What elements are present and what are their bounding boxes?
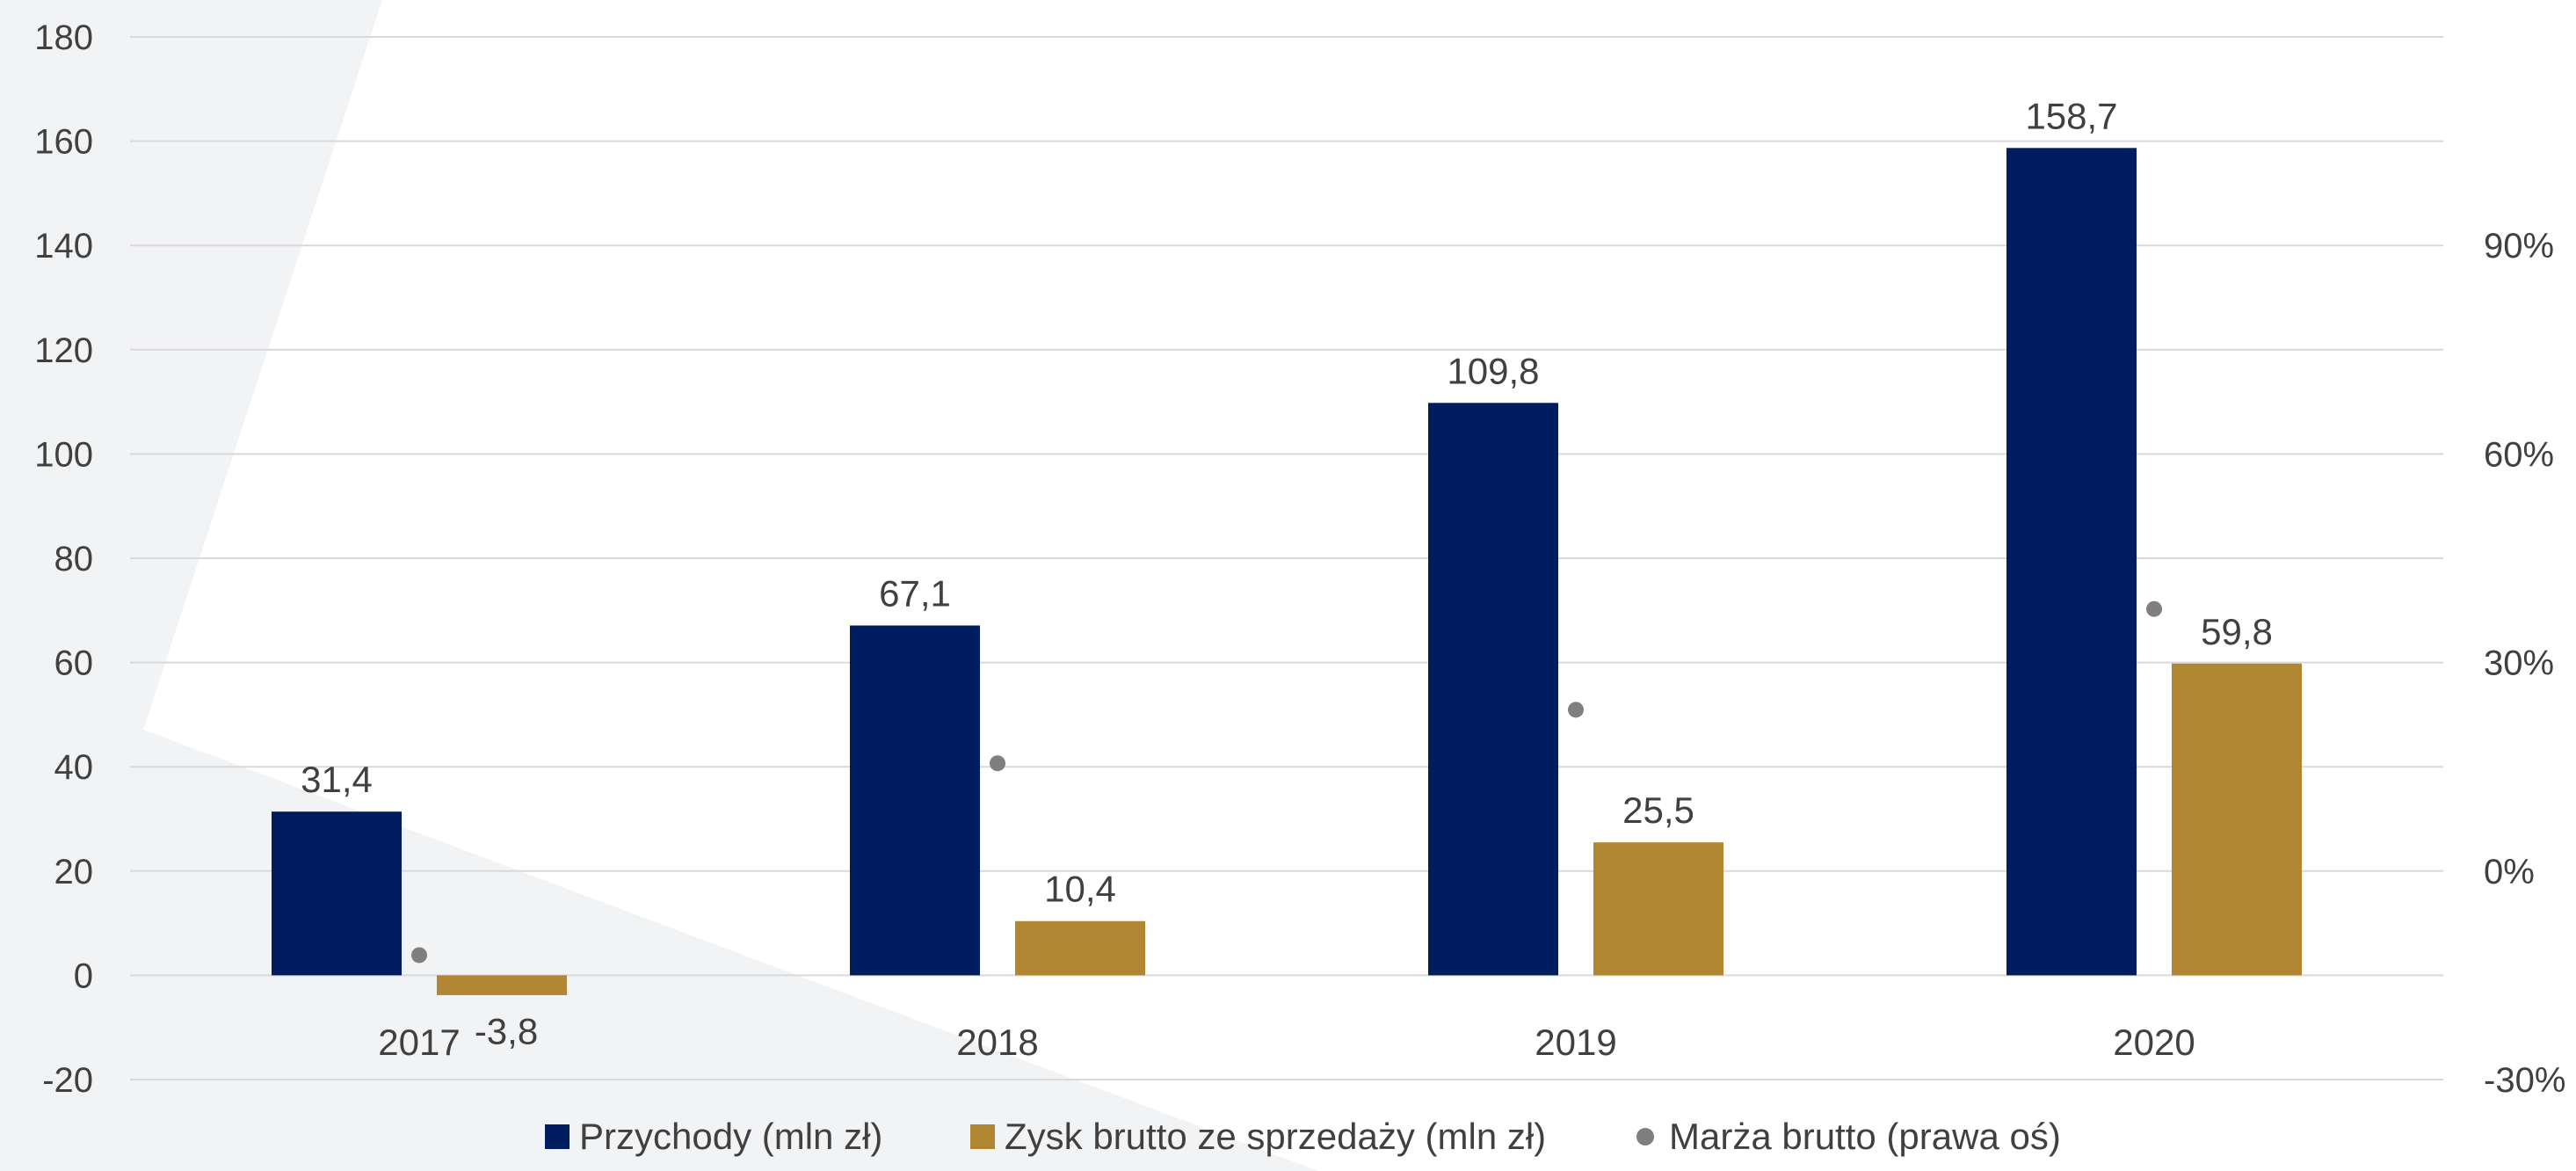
y-left-tick-label: 80	[54, 540, 94, 578]
bar-gross-profit	[1593, 842, 1723, 976]
x-tick-label: 2018	[956, 1022, 1038, 1063]
bars	[272, 148, 2302, 995]
data-label: 109,8	[1447, 350, 1539, 391]
y-left-tick-label: 160	[34, 123, 93, 162]
legend-label: Przychody (mln zł)	[579, 1116, 882, 1157]
y-left-tick-label: 60	[54, 644, 94, 683]
x-tick-label: 2019	[1535, 1022, 1616, 1063]
data-label: 158,7	[2025, 95, 2117, 136]
legend-swatch	[970, 1124, 995, 1149]
data-label: 10,4	[1044, 869, 1116, 910]
y-left-tick-label: 180	[34, 18, 93, 57]
x-tick-label: 2020	[2113, 1022, 2195, 1063]
y-left-tick-label: -20	[42, 1061, 93, 1100]
y-left-tick-label: 40	[54, 748, 94, 787]
bar-gross-profit	[2172, 663, 2302, 976]
y-right-tick-label: 30%	[2484, 644, 2554, 683]
y-right-tick-label: 60%	[2484, 435, 2554, 474]
y-left-tick-label: 20	[54, 853, 94, 891]
right-axis: 90% 60% 30% 0% -30%	[2484, 227, 2565, 1100]
y-left-tick-label: 140	[34, 227, 93, 265]
margin-point	[990, 755, 1005, 772]
bar-revenue	[1428, 403, 1558, 976]
y-left-tick-label: 0	[74, 956, 93, 995]
x-tick-label: 2017	[378, 1022, 460, 1063]
y-right-tick-label: -30%	[2484, 1061, 2565, 1100]
data-label: 25,5	[1622, 789, 1694, 831]
bar-revenue	[850, 625, 980, 976]
legend-swatch	[1636, 1128, 1654, 1146]
data-label: 67,1	[879, 572, 951, 614]
legend-swatch	[545, 1124, 570, 1149]
bar-gross-profit	[1015, 920, 1145, 976]
legend-label: Zysk brutto ze sprzedaży (mln zł)	[1005, 1116, 1546, 1157]
data-label: 31,4	[301, 759, 373, 800]
y-right-tick-label: 0%	[2484, 853, 2535, 891]
bar-gross-profit	[437, 975, 567, 995]
legend: Przychody (mln zł) Zysk brutto ze sprzeda…	[545, 1116, 2061, 1157]
bar-revenue	[2006, 148, 2137, 976]
x-axis: 2017 2018 2019 2020	[378, 1022, 2195, 1063]
y-left-tick-label: 100	[34, 435, 93, 474]
data-label: -3,8	[475, 1010, 538, 1051]
bar-revenue	[272, 811, 402, 976]
data-labels: 31,4 -3,8 67,1 10,4 109,8 25,5 158,7 59,8	[301, 95, 2273, 1051]
margin-point	[1568, 702, 1584, 718]
left-axis: 180 160 140 120 100 80 60 40 20 0 -20	[34, 18, 93, 1100]
margin-point	[2146, 600, 2162, 617]
data-label: 59,8	[2201, 611, 2273, 652]
background-shape	[0, 0, 1318, 1171]
margin-points	[411, 600, 2162, 964]
legend-label: Marża brutto (prawa oś)	[1669, 1116, 2061, 1157]
y-right-tick-label: 90%	[2484, 227, 2554, 265]
margin-point	[411, 947, 427, 964]
y-left-tick-label: 120	[34, 331, 93, 370]
